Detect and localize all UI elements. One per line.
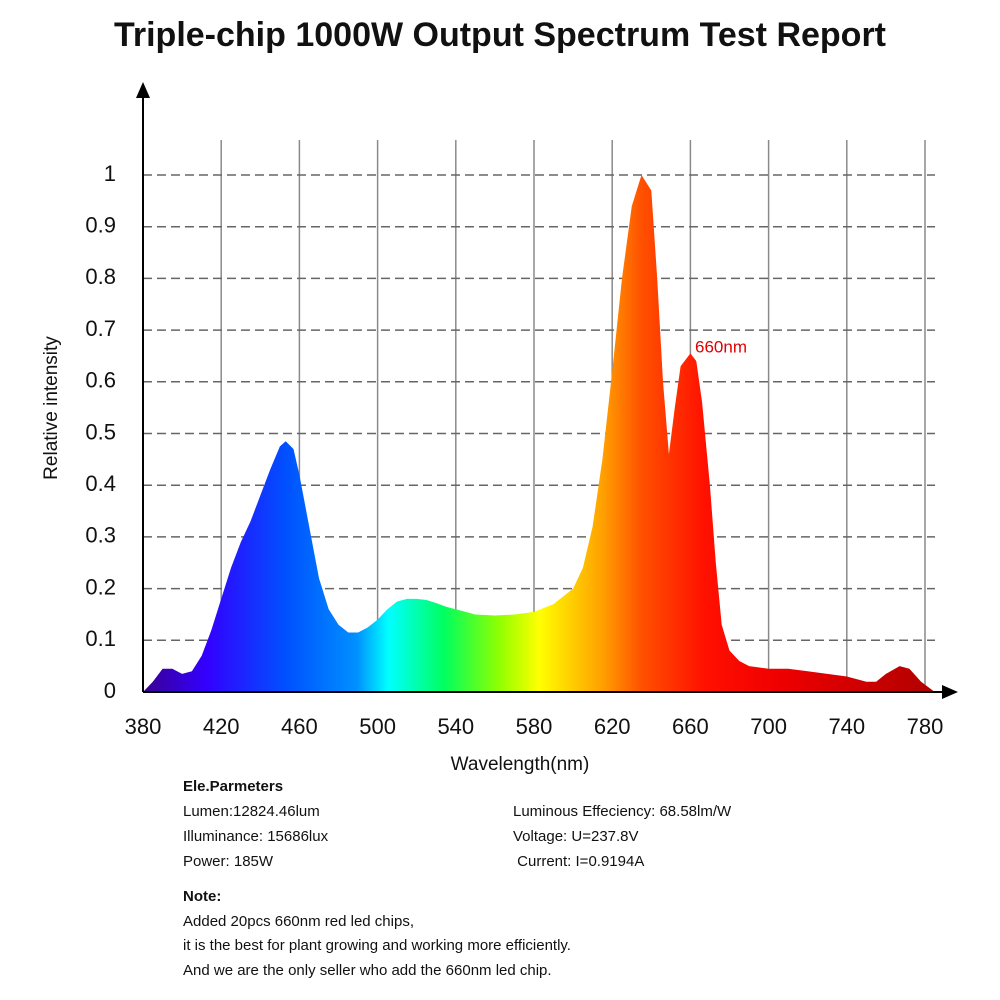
note-line: And we are the only seller who add the 6… xyxy=(183,962,552,979)
x-tick-label: 540 xyxy=(437,714,474,739)
x-tick-label: 740 xyxy=(828,714,865,739)
x-tick-label: 620 xyxy=(594,714,631,739)
y-tick-label: 0.6 xyxy=(85,368,116,393)
parameter: Lumen:12824.46lum xyxy=(183,803,320,820)
x-tick-label: 660 xyxy=(672,714,709,739)
parameter: Current: I=0.9194A xyxy=(513,853,644,870)
x-tick-label: 500 xyxy=(359,714,396,739)
y-axis-label: Relative intensity xyxy=(41,336,62,480)
note-heading: Note: xyxy=(183,888,221,905)
y-tick-label: 0.9 xyxy=(85,213,116,238)
note-line: it is the best for plant growing and wor… xyxy=(183,937,571,954)
y-tick-label: 0.4 xyxy=(85,471,116,496)
y-tick-label: 0.8 xyxy=(85,264,116,289)
x-tick-label: 420 xyxy=(203,714,240,739)
y-tick-label: 0.2 xyxy=(85,574,116,599)
y-tick-label: 0.5 xyxy=(85,419,116,444)
x-tick-label: 780 xyxy=(907,714,944,739)
y-tick-label: 0.7 xyxy=(85,316,116,341)
parameter: Power: 185W xyxy=(183,853,274,870)
x-axis-label: Wavelength(nm) xyxy=(451,754,590,775)
spectrum-area xyxy=(143,175,935,692)
note-line: Added 20pcs 660nm red led chips, xyxy=(183,913,414,930)
y-tick-label: 0.1 xyxy=(85,626,116,651)
y-tick-label: 1 xyxy=(104,161,116,186)
y-tick-label: 0 xyxy=(104,678,116,703)
parameters-heading: Ele.Parmeters xyxy=(183,778,283,795)
x-tick-label: 460 xyxy=(281,714,318,739)
x-tick-label: 580 xyxy=(516,714,553,739)
parameter: Luminous Effeciency: 68.58lm/W xyxy=(513,803,732,820)
parameter: Voltage: U=237.8V xyxy=(513,828,639,845)
parameter: Illuminance: 15686lux xyxy=(183,828,329,845)
x-tick-label: 380 xyxy=(125,714,162,739)
annotation: 660nm xyxy=(695,337,747,356)
x-tick-label: 700 xyxy=(750,714,787,739)
x-axis-arrow xyxy=(942,685,958,699)
y-tick-label: 0.3 xyxy=(85,523,116,548)
chart-title: Triple-chip 1000W Output Spectrum Test R… xyxy=(114,16,886,54)
y-axis-arrow xyxy=(136,82,150,98)
